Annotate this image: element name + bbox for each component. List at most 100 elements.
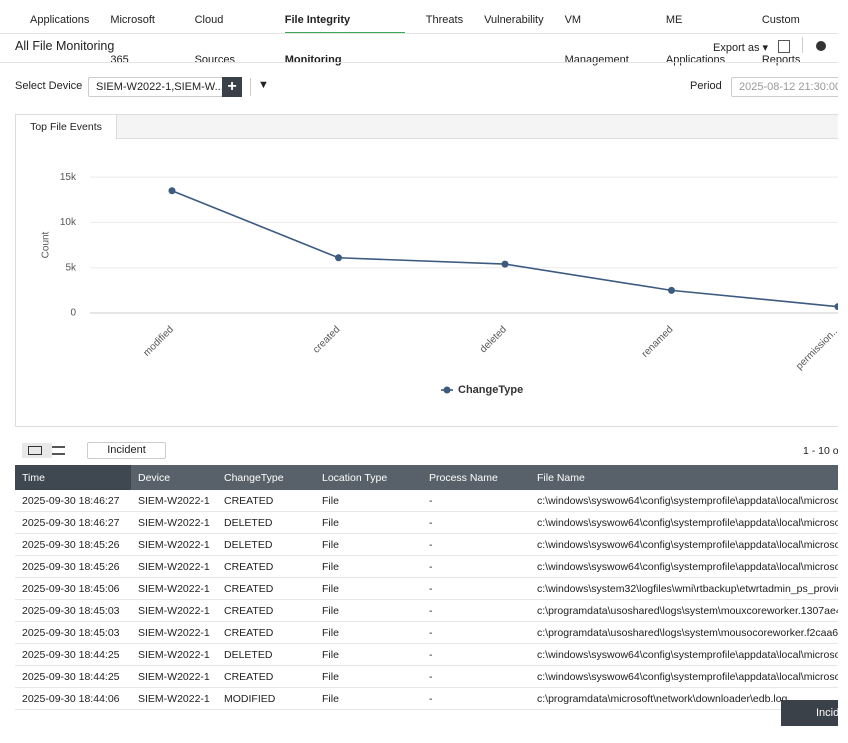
nav-tab[interactable]: VM Management <box>564 14 629 66</box>
x-tick-label: renamed <box>640 324 676 360</box>
export-button[interactable]: Export as ▾ <box>713 42 769 54</box>
table-cell: File <box>315 490 422 512</box>
nav-tab[interactable]: Applications <box>30 14 90 26</box>
divider <box>0 33 838 34</box>
data-point <box>668 286 675 294</box>
table-row[interactable]: 2025-09-30 18:46:27 SIEM-W2022-1 CREATED Fi… <box>15 490 838 512</box>
column-header[interactable]: Location Type <box>315 465 422 490</box>
data-point <box>501 260 509 268</box>
table-cell: File <box>315 665 422 688</box>
table-cell: c:\programdata\usoshared\logs\system\mou… <box>530 621 838 644</box>
column-header[interactable]: Device <box>131 465 217 490</box>
x-tick-label: modified <box>141 324 176 359</box>
column-header[interactable]: File Name <box>530 465 838 490</box>
list-view-button[interactable] <box>52 446 65 455</box>
table-body: 2025-09-30 18:46:27 SIEM-W2022-1 CREATED Fi… <box>15 490 838 710</box>
table-cell: - <box>422 511 530 534</box>
table-cell: 2025-09-30 18:46:27 <box>15 511 131 534</box>
table-cell: - <box>422 577 530 600</box>
legend-marker-dot <box>443 386 451 394</box>
device-label: Select Device <box>15 80 83 92</box>
export-label: Export as <box>713 42 760 54</box>
incident-button[interactable]: Incident <box>87 442 166 459</box>
y-tick-label: 15k <box>60 172 77 183</box>
paging-info: 1 - 10 of <box>803 445 838 457</box>
table-cell: SIEM-W2022-1 <box>131 643 217 666</box>
table-cell: MODIFIED <box>217 687 315 710</box>
table-row[interactable]: 2025-09-30 18:45:03 SIEM-W2022-1 CREATED Fi… <box>15 621 838 644</box>
table-row[interactable]: 2025-09-30 18:45:06 SIEM-W2022-1 CREATED Fi… <box>15 577 838 600</box>
column-header[interactable]: ChangeType <box>217 465 315 490</box>
table-cell: 2025-09-30 18:45:26 <box>15 555 131 578</box>
column-header[interactable]: Time <box>15 465 131 490</box>
period-input[interactable]: 2025-08-12 21:30:00 <box>731 77 838 97</box>
table-cell: CREATED <box>217 665 315 688</box>
event-table: Time Device ChangeType Location Type Process… <box>15 465 838 710</box>
table-row[interactable]: 2025-09-30 18:45:03 SIEM-W2022-1 CREATED Fi… <box>15 599 838 622</box>
y-axis-title: Count <box>41 231 52 258</box>
table-row[interactable]: 2025-09-30 18:44:25 SIEM-W2022-1 DELETED Fi… <box>15 643 838 666</box>
filter-icon[interactable]: ▼ <box>258 79 269 91</box>
table-cell: 2025-09-30 18:44:25 <box>15 643 131 666</box>
table-row[interactable]: 2025-09-30 18:45:26 SIEM-W2022-1 CREATED Fi… <box>15 555 838 578</box>
table-cell: c:\programdata\microsoft\network\downloa… <box>530 687 838 710</box>
table-cell: DELETED <box>217 511 315 534</box>
table-row[interactable]: 2025-09-30 18:46:27 SIEM-W2022-1 DELETED Fi… <box>15 511 838 534</box>
chart-panel: Top File Events <box>15 114 838 427</box>
x-tick-label: permission... <box>794 324 838 372</box>
table-row[interactable]: 2025-09-30 18:44:06 SIEM-W2022-1 MODIFIED F… <box>15 687 838 710</box>
nav-tab[interactable]: Cloud Sources <box>194 14 235 66</box>
incidents-float-button[interactable]: Incidents <box>781 700 838 726</box>
table-cell: - <box>422 555 530 578</box>
table-cell: CREATED <box>217 621 315 644</box>
table-cell: SIEM-W2022-1 <box>131 555 217 578</box>
legend-label: ChangeType <box>458 384 523 396</box>
column-header[interactable]: Process Name <box>422 465 530 490</box>
x-tick-label: deleted <box>478 324 509 355</box>
table-cell: 2025-09-30 18:45:06 <box>15 577 131 600</box>
nav-tab[interactable]: Threats <box>425 14 464 26</box>
table-cell: - <box>422 599 530 622</box>
table-cell: c:\windows\syswow64\config\systemprofile… <box>530 533 838 556</box>
table-cell: 2025-09-30 18:44:25 <box>15 665 131 688</box>
table-cell: SIEM-W2022-1 <box>131 665 217 688</box>
table-cell: 2025-09-30 18:46:27 <box>15 490 131 512</box>
table-cell: c:\windows\syswow64\config\systemprofile… <box>530 643 838 666</box>
chart: 0 5k 10k 15k Count modified created deleted rena… <box>41 172 838 396</box>
table-row[interactable]: 2025-09-30 18:44:25 SIEM-W2022-1 CREATED Fi… <box>15 665 838 688</box>
panel-tab-bar <box>16 115 838 139</box>
table-cell: - <box>422 687 530 710</box>
table-cell: c:\windows\syswow64\config\systemprofile… <box>530 555 838 578</box>
table-cell: - <box>422 643 530 666</box>
nav-tab[interactable]: Microsoft 365 <box>110 14 155 66</box>
table-cell: SIEM-W2022-1 <box>131 621 217 644</box>
table-cell: c:\windows\syswow64\config\systemprofile… <box>530 511 838 534</box>
data-point <box>168 187 176 195</box>
pdf-icon[interactable] <box>778 40 790 53</box>
y-tick-label: 10k <box>60 217 77 228</box>
table-cell: CREATED <box>217 599 315 622</box>
table-cell: - <box>422 490 530 512</box>
table-cell: File <box>315 511 422 534</box>
nav-tab[interactable]: Vulnerability <box>484 14 544 26</box>
table-cell: File <box>315 599 422 622</box>
table-cell: SIEM-W2022-1 <box>131 599 217 622</box>
table-cell: c:\programdata\usoshared\logs\system\mou… <box>530 599 838 622</box>
nav-tab[interactable]: ME Applications <box>665 14 726 66</box>
table-cell: 2025-09-30 18:45:03 <box>15 599 131 622</box>
table-cell: SIEM-W2022-1 <box>131 490 217 512</box>
settings-icon[interactable] <box>816 41 826 51</box>
table-cell: 2025-09-30 18:45:03 <box>15 621 131 644</box>
table-cell: SIEM-W2022-1 <box>131 577 217 600</box>
y-tick-label: 5k <box>65 262 77 273</box>
grid-icon <box>28 446 42 455</box>
panel-tab[interactable]: Top File Events <box>16 115 117 139</box>
table-cell: DELETED <box>217 643 315 666</box>
add-device-button[interactable]: + <box>222 77 242 97</box>
series-line <box>171 190 838 308</box>
nav-tab[interactable]: Custom Reports <box>761 14 801 66</box>
table-cell: c:\windows\syswow64\config\systemprofile… <box>530 665 838 688</box>
table-row[interactable]: 2025-09-30 18:45:26 SIEM-W2022-1 DELETED Fi… <box>15 533 838 556</box>
table-cell: SIEM-W2022-1 <box>131 533 217 556</box>
